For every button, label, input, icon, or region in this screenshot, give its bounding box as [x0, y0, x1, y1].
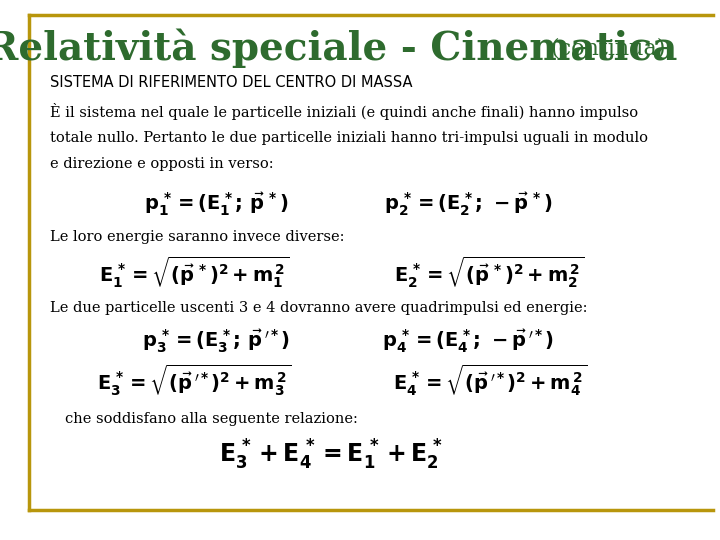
- Text: $\mathbf{p_4^{\,*} = (E_4^{\,*};\,-\vec{p}^{\,\prime *})}$: $\mathbf{p_4^{\,*} = (E_4^{\,*};\,-\vec{…: [382, 328, 554, 355]
- Text: $\mathbf{E_1^{\,*} = \sqrt{(\vec{p}^{\,*})^2 + m_1^{\,2}}}$: $\mathbf{E_1^{\,*} = \sqrt{(\vec{p}^{\,*…: [99, 255, 289, 291]
- Text: e direzione e opposti in verso:: e direzione e opposti in verso:: [50, 157, 274, 171]
- Text: $\mathbf{p_1^{\,*} = (E_1^{\,*};\,\vec{p}^{\,*})}$: $\mathbf{p_1^{\,*} = (E_1^{\,*};\,\vec{p…: [144, 191, 288, 218]
- Text: Le due particelle uscenti 3 e 4 dovranno avere quadrimpulsi ed energie:: Le due particelle uscenti 3 e 4 dovranno…: [50, 301, 588, 315]
- Text: Le loro energie saranno invece diverse:: Le loro energie saranno invece diverse:: [50, 230, 345, 244]
- Text: Relatività speciale - Cinematica: Relatività speciale - Cinematica: [0, 29, 677, 69]
- Text: È il sistema nel quale le particelle iniziali (e quindi anche finali) hanno impu: È il sistema nel quale le particelle ini…: [50, 103, 639, 120]
- Text: totale nullo. Pertanto le due particelle iniziali hanno tri-impulsi uguali in mo: totale nullo. Pertanto le due particelle…: [50, 131, 649, 145]
- Text: $\mathbf{E_2^{\,*} = \sqrt{(\vec{p}^{\,*})^2 + m_2^{\,2}}}$: $\mathbf{E_2^{\,*} = \sqrt{(\vec{p}^{\,*…: [395, 255, 585, 291]
- Text: $\mathbf{p_2^{\,*} = (E_2^{\,*};\,-\vec{p}^{\,*})}$: $\mathbf{p_2^{\,*} = (E_2^{\,*};\,-\vec{…: [384, 191, 552, 218]
- Text: $\mathbf{p_3^{\,*} = (E_3^{\,*};\,\vec{p}^{\,\prime *})}$: $\mathbf{p_3^{\,*} = (E_3^{\,*};\,\vec{p…: [142, 328, 290, 355]
- Text: $\mathbf{E_4^{\,*} = \sqrt{(\vec{p}^{\,\prime *})^2 + m_4^{\,2}}}$: $\mathbf{E_4^{\,*} = \sqrt{(\vec{p}^{\,\…: [392, 363, 587, 399]
- Text: SISTEMA DI RIFERIMENTO DEL CENTRO DI MASSA: SISTEMA DI RIFERIMENTO DEL CENTRO DI MAS…: [50, 75, 413, 90]
- Text: $\mathbf{E_3^{\,*} = \sqrt{(\vec{p}^{\,\prime *})^2 + m_3^{\,2}}}$: $\mathbf{E_3^{\,*} = \sqrt{(\vec{p}^{\,\…: [97, 363, 292, 399]
- Text: che soddisfano alla seguente relazione:: che soddisfano alla seguente relazione:: [65, 411, 358, 426]
- Text: (continua): (continua): [551, 38, 666, 59]
- Text: $\mathbf{E_3^{\,*} + E_4^{\,*} = E_1^{\,*} + E_2^{\,*}}$: $\mathbf{E_3^{\,*} + E_4^{\,*} = E_1^{\,…: [219, 437, 444, 472]
